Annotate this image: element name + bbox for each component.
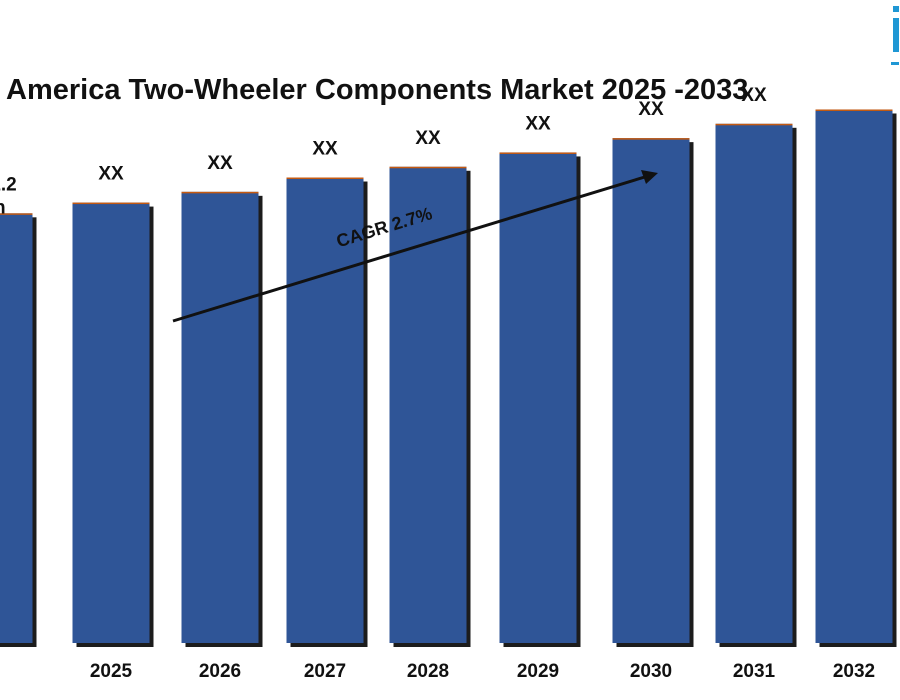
bar-top-edge xyxy=(0,213,33,215)
data-label: XX xyxy=(207,153,233,174)
data-label: D 1.2 xyxy=(0,174,17,195)
x-tick-label: 2028 xyxy=(407,661,449,682)
brand-logo xyxy=(891,6,899,65)
bar xyxy=(715,123,793,643)
x-tick-label: 2032 xyxy=(833,661,875,682)
bar-top-edge xyxy=(815,109,893,111)
bar xyxy=(0,213,33,644)
bar-top-edge xyxy=(612,138,690,140)
trend-arrow xyxy=(172,174,649,323)
x-tick-label: 2027 xyxy=(304,661,346,682)
bar-top-edge xyxy=(499,152,577,154)
bar-top-edge xyxy=(181,191,259,194)
data-label: XX xyxy=(638,99,664,120)
bar-top-edge xyxy=(715,123,793,126)
x-tick-label: 2026 xyxy=(199,661,241,682)
bar xyxy=(181,191,259,643)
bar xyxy=(72,202,150,644)
x-tick-label: 2031 xyxy=(733,661,776,682)
bar-top-edge xyxy=(286,177,364,180)
x-tick-label: 2025 xyxy=(90,661,133,682)
bar xyxy=(499,152,577,644)
data-label: XX xyxy=(415,128,441,149)
bar xyxy=(815,109,893,643)
bar-top-edge xyxy=(72,202,150,205)
data-label: XX xyxy=(741,85,767,106)
bar xyxy=(612,138,690,643)
data-label: XX xyxy=(98,164,124,185)
bar xyxy=(286,177,364,644)
chart-title: America Two-Wheeler Components Market 20… xyxy=(6,74,749,106)
trend-arrowhead xyxy=(641,170,658,184)
data-label: XX xyxy=(312,139,338,160)
bar xyxy=(389,166,467,643)
data-label: on xyxy=(0,197,6,218)
bar-top-edge xyxy=(389,166,467,169)
x-tick-label: 2029 xyxy=(517,661,559,682)
x-tick-label: 2030 xyxy=(630,661,672,682)
data-label: XX xyxy=(525,113,551,134)
